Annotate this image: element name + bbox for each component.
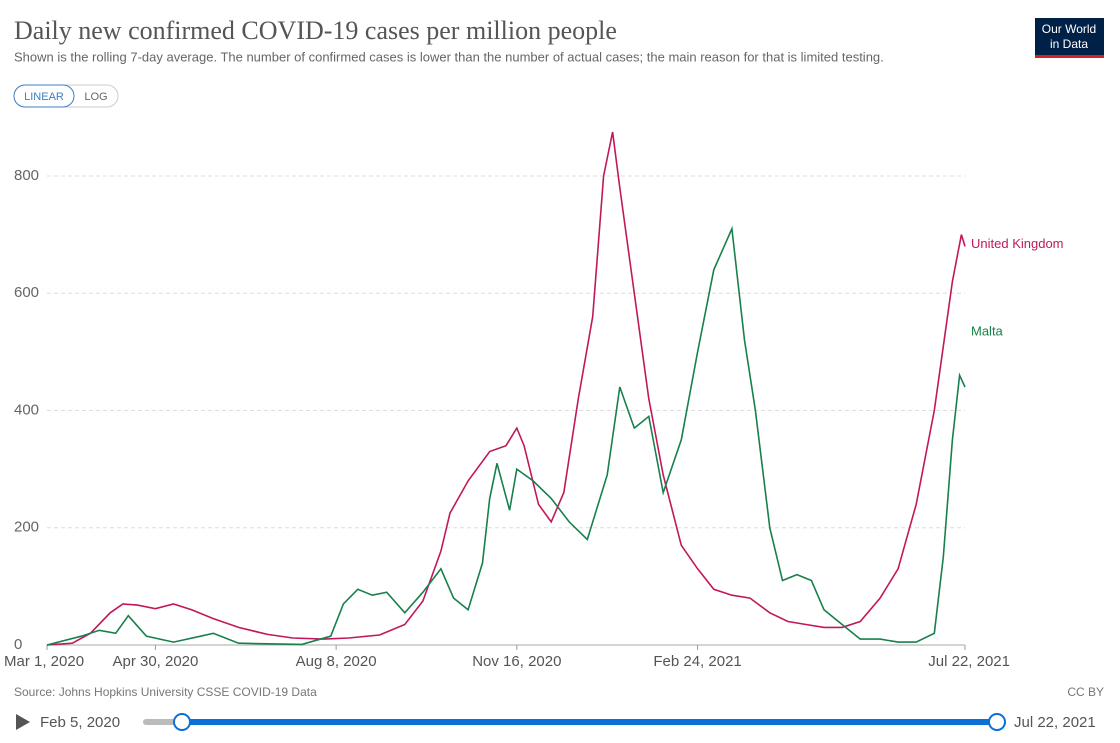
series-label: United Kingdom: [971, 236, 1064, 251]
y-tick-label: 800: [14, 167, 39, 184]
x-tick-label: Aug 8, 2020: [296, 653, 377, 670]
source: Source: Johns Hopkins University CSSE CO…: [14, 685, 317, 699]
timeline-range: [182, 719, 997, 725]
y-tick-label: 600: [14, 284, 39, 301]
timeline-end: Jul 22, 2021: [1014, 714, 1096, 731]
linear-button[interactable]: [13, 84, 75, 108]
chart-subtitle: Shown is the rolling 7-day average. The …: [14, 49, 884, 64]
series-line: [46, 225, 966, 646]
x-tick-label: Nov 16, 2020: [472, 653, 561, 670]
log-label[interactable]: LOG: [84, 91, 107, 103]
x-tick-label: Apr 30, 2020: [112, 653, 198, 670]
x-tick-label: Mar 1, 2020: [4, 653, 84, 670]
y-tick-label: 400: [14, 401, 39, 418]
chart-title: Daily new confirmed COVID-19 cases per m…: [14, 16, 617, 45]
linear-label: LINEAR: [24, 91, 64, 103]
logo[interactable]: Our World in Data: [1035, 18, 1104, 58]
logo-stripe: [1035, 55, 1104, 58]
license[interactable]: CC BY: [1067, 685, 1104, 699]
timeline-handle[interactable]: [173, 713, 191, 731]
x-tick-label: Feb 24, 2021: [653, 653, 741, 670]
logo-text: in Data: [1050, 37, 1088, 51]
scale-toggle: LINEAR LOG: [13, 84, 119, 108]
logo-box: [1035, 18, 1104, 58]
x-tick-label: Jul 22, 2021: [928, 653, 1010, 670]
timeline-handle[interactable]: [988, 713, 1006, 731]
y-tick-label: 200: [14, 519, 39, 536]
logo-text: Our World: [1042, 22, 1096, 36]
series-line: [46, 131, 966, 646]
play-button[interactable]: [16, 714, 30, 730]
y-tick-label: 0: [14, 636, 22, 653]
series-label: Malta: [971, 323, 1004, 338]
timeline-start: Feb 5, 2020: [40, 714, 120, 731]
